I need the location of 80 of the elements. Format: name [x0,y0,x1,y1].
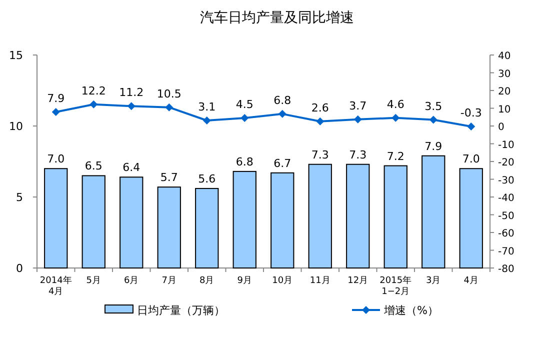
data-label: 7.9 [424,140,442,153]
data-label: 6.5 [84,160,102,173]
data-label: -0.3 [460,106,482,120]
y-tick-label: 15 [9,49,23,62]
data-label: 10.5 [156,87,182,100]
y2-tick-label: -10 [498,140,514,151]
x-tick-label: 11月 [310,276,330,286]
data-label: 7.9 [47,92,65,105]
data-label: 7.0 [47,152,65,166]
data-label: 4.6 [386,98,404,111]
data-label: 7.2 [386,150,404,163]
data-label: 6.8 [274,94,292,107]
bar [270,172,294,268]
x-tick-label: 10月 [272,276,293,286]
y-tick-label: 5 [16,191,23,204]
x-tick-label: 4月 [464,276,478,286]
point [240,114,249,122]
x-tick-label: 7月 [162,276,176,286]
bar [157,186,181,268]
data-label: 11.2 [119,86,144,100]
x-tick-label: 2015年 1−2月 [380,275,412,297]
y2-tick-label: 40 [498,51,511,62]
data-label: 5.7 [160,171,178,184]
y2-tick-label: 30 [498,68,511,80]
x-tick-label: 8月 [200,276,214,286]
data-label: 7.0 [462,152,480,166]
x-tick-label: 9月 [237,276,252,286]
data-label: 3.7 [349,99,367,112]
x-tick-label: 5月 [86,276,101,286]
y2-tick-label: 20 [498,86,511,98]
legend-label: 日均产量（万辆） [137,304,225,317]
point [165,103,174,112]
y2-tick-label: 10 [498,104,511,116]
point [354,115,362,124]
x-tick-label: 12月 [348,276,368,286]
point [467,122,476,131]
bar [459,168,483,268]
bar [120,176,144,268]
data-label: 7.3 [311,148,329,162]
point [90,100,98,108]
data-label: 2.6 [311,101,329,114]
point [278,110,286,118]
data-label: 5.6 [198,172,216,186]
data-label: 6.4 [122,161,140,174]
data-label: 3.5 [424,100,442,113]
y-tick-label: 10 [9,120,23,133]
bar [384,165,408,268]
bar [195,188,219,268]
y2-tick-label: -60 [498,228,514,240]
bar [422,155,446,268]
y2-tick-label: -30 [498,175,514,186]
y2-tick-label: -70 [498,246,514,258]
point [392,114,400,122]
y2-tick-label: 0 [498,122,504,133]
y-tick-label: 0 [16,262,23,275]
chart-title: 汽车日均产量及同比增速 [200,10,354,26]
point [202,116,211,124]
bar [82,175,106,268]
point [316,117,324,126]
x-tick-label: 3月 [426,276,441,286]
legend-label: 增速（%） [383,304,438,317]
y2-tick-label: -40 [498,193,514,204]
point [429,116,438,124]
point [127,102,136,110]
bar [346,164,370,268]
data-label: 6.7 [274,156,292,170]
x-tick-label: 2014年 4月 [40,275,72,297]
data-label: 7.3 [349,148,367,162]
data-label: 6.8 [236,155,254,168]
y2-tick-label: -20 [498,158,514,168]
data-label: 4.5 [236,98,254,112]
data-label: 3.1 [198,100,216,114]
bar [232,170,256,268]
x-tick-label: 6月 [124,276,139,286]
bar [308,164,332,268]
bar [44,168,68,268]
y2-tick-label: -80 [498,264,514,275]
y2-tick-label: -50 [498,210,514,222]
point [52,108,60,116]
data-label: 12.2 [81,84,106,98]
